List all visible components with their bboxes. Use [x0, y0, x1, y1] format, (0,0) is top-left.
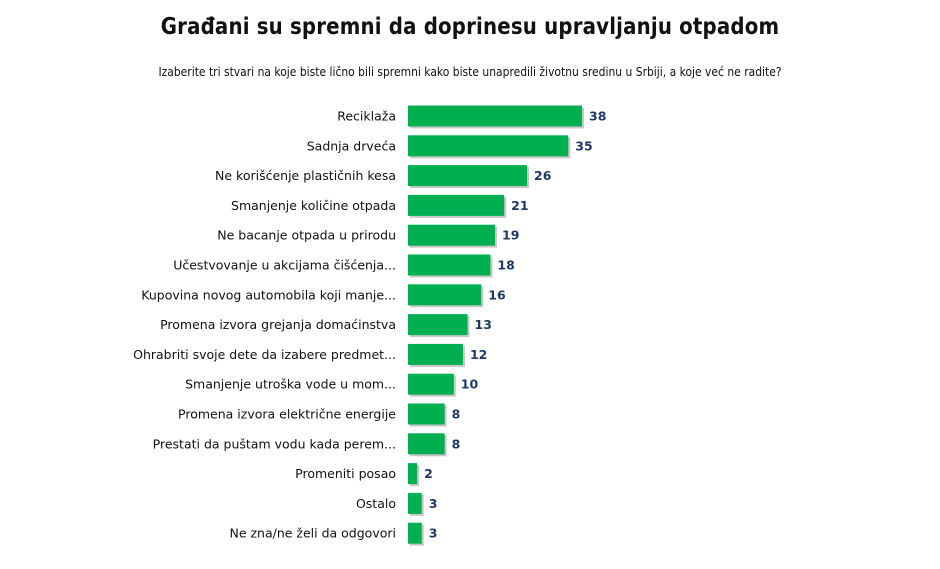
- category-label: Promena izvora grejanja domaćinstva: [160, 317, 396, 332]
- bar: [408, 492, 422, 514]
- bar: [408, 105, 582, 127]
- value-label: 2: [424, 466, 433, 481]
- value-label: 21: [511, 198, 528, 213]
- category-label: Ohrabriti svoje dete da izabere predmet.…: [133, 347, 396, 362]
- category-label: Prestati da puštam vodu kada perem...: [153, 436, 396, 451]
- bar: [408, 403, 445, 425]
- value-label: 19: [502, 228, 519, 243]
- bar: [408, 463, 418, 485]
- value-label: 13: [475, 317, 492, 332]
- value-label: 12: [470, 347, 487, 362]
- category-label: Promena izvora električne energije: [178, 407, 396, 422]
- category-label: Ne korišćenje plastičnih kesa: [215, 168, 396, 183]
- chart-subtitle: Izaberite tri stvari na koje biste lično…: [158, 64, 782, 79]
- value-label: 16: [488, 287, 506, 302]
- category-label: Ne bacanje otpada u prirodu: [217, 228, 396, 243]
- value-label: 38: [589, 109, 606, 124]
- bar: [408, 373, 454, 395]
- bar: [408, 224, 495, 246]
- value-label: 8: [452, 407, 461, 422]
- bar: [408, 165, 528, 187]
- category-label: Sadnja drveća: [307, 138, 396, 153]
- bar: [408, 314, 468, 336]
- category-label: Kupovina novog automobila koji manje...: [141, 287, 396, 302]
- category-label: Ostalo: [356, 496, 396, 511]
- value-label: 8: [452, 436, 461, 451]
- category-label: Smanjenje količine otpada: [231, 198, 396, 213]
- value-label: 18: [497, 258, 514, 273]
- category-label: Smanjenje utroška vode u mom...: [185, 377, 396, 392]
- bar: [408, 284, 482, 306]
- bar: [408, 194, 505, 216]
- category-label: Promeniti posao: [295, 466, 396, 481]
- category-label: Učestvovanje u akcijama čišćenja...: [173, 258, 396, 273]
- bar: [408, 254, 491, 276]
- category-label: Reciklaža: [337, 109, 396, 124]
- category-label: Ne zna/ne želi da odgovori: [229, 526, 396, 541]
- bar: [408, 343, 463, 365]
- bar: [408, 522, 422, 544]
- value-label: 10: [461, 377, 479, 392]
- value-label: 35: [575, 138, 592, 153]
- value-label: 3: [429, 526, 438, 541]
- chart-title: Građani su spremni da doprinesu upravlja…: [160, 14, 780, 40]
- value-label: 26: [534, 168, 552, 183]
- bar: [408, 433, 445, 455]
- bar: [408, 135, 569, 157]
- value-label: 3: [429, 496, 438, 511]
